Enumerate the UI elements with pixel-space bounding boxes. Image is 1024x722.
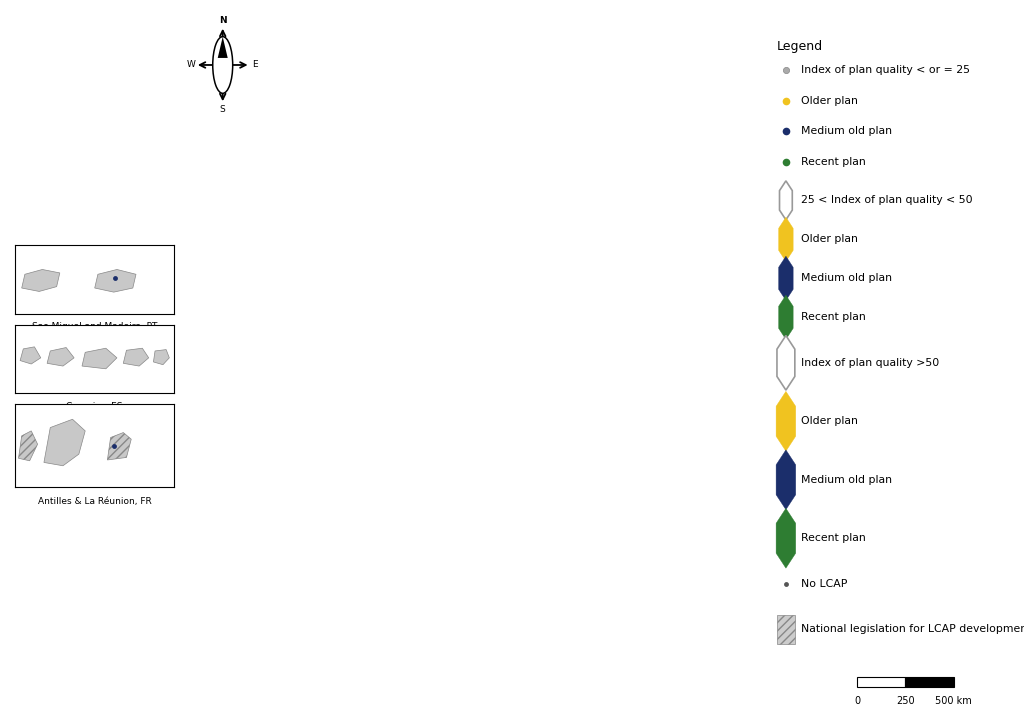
Polygon shape <box>218 37 227 58</box>
Polygon shape <box>20 347 41 364</box>
Polygon shape <box>778 295 794 339</box>
Text: W: W <box>186 61 196 69</box>
Polygon shape <box>154 349 169 365</box>
Text: Older plan: Older plan <box>802 96 858 106</box>
Ellipse shape <box>213 37 232 93</box>
Bar <box>857 677 905 687</box>
Text: 250: 250 <box>896 696 914 706</box>
Text: Recent plan: Recent plan <box>802 534 866 543</box>
Polygon shape <box>108 432 131 460</box>
Polygon shape <box>776 450 796 510</box>
Text: Recent plan: Recent plan <box>802 313 866 322</box>
Text: S: S <box>220 105 225 115</box>
Text: E: E <box>252 61 257 69</box>
Text: 0: 0 <box>854 696 860 706</box>
Polygon shape <box>18 431 38 461</box>
Text: Index of plan quality >50: Index of plan quality >50 <box>802 358 940 367</box>
Text: Canarias, ES: Canarias, ES <box>67 401 123 411</box>
Text: Sao Miguel and Madeira, PT: Sao Miguel and Madeira, PT <box>32 322 158 331</box>
Polygon shape <box>779 180 793 219</box>
Polygon shape <box>47 347 74 366</box>
Text: Medium old plan: Medium old plan <box>802 475 892 484</box>
Text: Older plan: Older plan <box>802 235 858 244</box>
Bar <box>905 677 953 687</box>
Bar <box>777 615 795 643</box>
Text: Index of plan quality < or = 25: Index of plan quality < or = 25 <box>802 66 971 75</box>
Text: National legislation for LCAP development: National legislation for LCAP developmen… <box>802 625 1024 634</box>
Polygon shape <box>22 269 59 292</box>
Polygon shape <box>776 391 796 451</box>
Polygon shape <box>94 269 136 292</box>
Polygon shape <box>776 508 796 568</box>
Text: 500 km: 500 km <box>935 696 972 706</box>
Text: 25 < Index of plan quality < 50: 25 < Index of plan quality < 50 <box>802 196 973 205</box>
Text: Medium old plan: Medium old plan <box>802 126 892 136</box>
Text: Older plan: Older plan <box>802 417 858 426</box>
Polygon shape <box>777 336 795 390</box>
Text: Antilles & La Réunion, FR: Antilles & La Réunion, FR <box>38 497 152 506</box>
Text: No LCAP: No LCAP <box>802 579 848 588</box>
Polygon shape <box>778 217 794 261</box>
Text: Recent plan: Recent plan <box>802 157 866 167</box>
Text: Medium old plan: Medium old plan <box>802 274 892 283</box>
Polygon shape <box>778 256 794 300</box>
Polygon shape <box>82 348 117 369</box>
Text: N: N <box>219 15 226 25</box>
Polygon shape <box>123 348 148 366</box>
Text: Legend: Legend <box>777 40 823 53</box>
Polygon shape <box>44 419 85 466</box>
